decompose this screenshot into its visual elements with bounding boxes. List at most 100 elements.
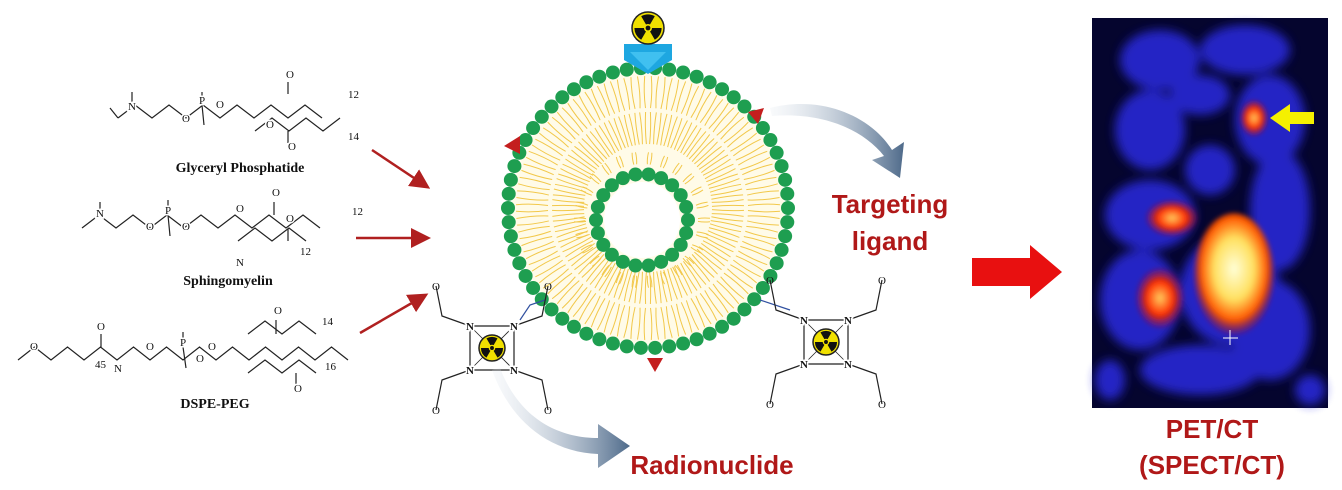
lipid-tail — [704, 163, 734, 180]
lipid-head — [673, 188, 688, 203]
lipid-head — [676, 65, 691, 80]
lipid-tail — [670, 79, 680, 111]
lipid-head — [579, 75, 594, 90]
lipid-tail — [707, 230, 738, 243]
lipid-head — [715, 82, 730, 97]
targeting-label: Targeting — [832, 189, 949, 219]
lipid-tail — [565, 240, 594, 258]
lipid-tail — [650, 75, 653, 109]
lipid-tail — [567, 102, 588, 129]
atom-label: O — [766, 399, 774, 411]
lipid-tail — [682, 257, 693, 267]
lipid-tail — [695, 234, 708, 239]
lipid-tail — [692, 244, 704, 251]
lipid-tail — [735, 144, 765, 161]
bond — [847, 363, 883, 405]
lipid-head — [615, 254, 630, 269]
bond — [201, 104, 205, 126]
bond — [167, 214, 171, 237]
lipid-tail — [636, 307, 641, 340]
lipid-head — [605, 336, 620, 351]
lipid-head — [619, 62, 634, 77]
bond — [247, 320, 317, 335]
lipid-tail — [662, 271, 669, 284]
atom-label: O — [196, 353, 204, 365]
lipid-tail — [649, 271, 652, 304]
lipid-tail — [698, 246, 725, 267]
lipid-tail — [740, 156, 771, 171]
radiation-blade — [820, 330, 832, 340]
lipid-head — [763, 133, 778, 148]
lipid-tail — [698, 149, 725, 170]
lipid-tail — [635, 152, 638, 165]
lipid-tail — [745, 230, 777, 240]
atom-label: P — [180, 337, 186, 349]
lipid-tail — [518, 183, 550, 191]
lipid-tail — [518, 225, 550, 233]
atom-label: N — [800, 359, 808, 371]
lipid-head — [654, 254, 669, 269]
atom-label: O — [182, 113, 190, 125]
lipid-tail — [591, 173, 602, 183]
atom-label: O — [146, 341, 154, 353]
lipid-head — [641, 258, 656, 273]
lipid-tail — [650, 307, 653, 341]
lipid-tail — [696, 145, 722, 168]
lipid-tail — [554, 223, 587, 233]
atom-label: N — [800, 315, 808, 327]
lipid-head — [778, 172, 793, 187]
lipid-tail — [594, 261, 614, 289]
lipid-tail — [516, 215, 549, 220]
radionuclide-label: Radionuclide — [630, 450, 793, 480]
lipid-tail — [552, 204, 585, 207]
lipid-tail — [521, 169, 553, 180]
bond — [247, 359, 317, 374]
lipid-tail — [685, 300, 700, 331]
lipid-tail — [733, 259, 761, 278]
lipid-tail — [747, 190, 779, 196]
lipid-tail — [552, 209, 585, 212]
lipid-tail — [709, 183, 742, 193]
lipid-tail — [711, 209, 744, 212]
atom-label: O — [236, 203, 244, 215]
lipid-tail — [707, 173, 738, 186]
lipid-tail — [682, 261, 702, 289]
atom-label: N — [466, 321, 474, 333]
atom-label: N — [236, 257, 244, 269]
lipid-tail — [542, 127, 569, 148]
lipid-tail — [680, 262, 698, 291]
lipid-name: DSPE-PEG — [180, 397, 249, 412]
lipid-tail — [747, 203, 781, 206]
output-arrow — [972, 245, 1062, 299]
lipid-tail — [670, 267, 683, 298]
lipid-tail — [730, 132, 758, 152]
lipid-tail — [646, 275, 649, 288]
lipid-tail — [538, 264, 566, 284]
lipid-tail — [672, 266, 680, 278]
bond — [237, 227, 307, 242]
lipid-tail — [743, 169, 775, 180]
atom-label: O — [30, 341, 38, 353]
lipid-head — [566, 82, 581, 97]
bond — [435, 369, 471, 411]
bond — [182, 346, 187, 369]
lipid-tail — [701, 242, 729, 262]
atom-label: O — [544, 405, 552, 417]
lipid-tail — [676, 303, 687, 335]
atom-label: O — [286, 69, 294, 81]
radiation-blade — [641, 14, 655, 25]
lipid-tail — [733, 138, 761, 157]
lipid-tail — [547, 121, 573, 144]
bond — [519, 299, 546, 321]
lipid-head — [774, 242, 789, 257]
lipid-tail — [623, 114, 633, 147]
lipid-tail — [685, 85, 700, 116]
lipid-tail — [567, 154, 595, 174]
lipid-tail — [670, 305, 680, 337]
atom-label: O — [432, 405, 440, 417]
lipid-head — [615, 171, 630, 186]
lipid-tail — [630, 307, 636, 339]
radiation-blade — [827, 342, 838, 352]
lipid-head — [755, 280, 770, 295]
lipid-tail — [660, 155, 665, 168]
